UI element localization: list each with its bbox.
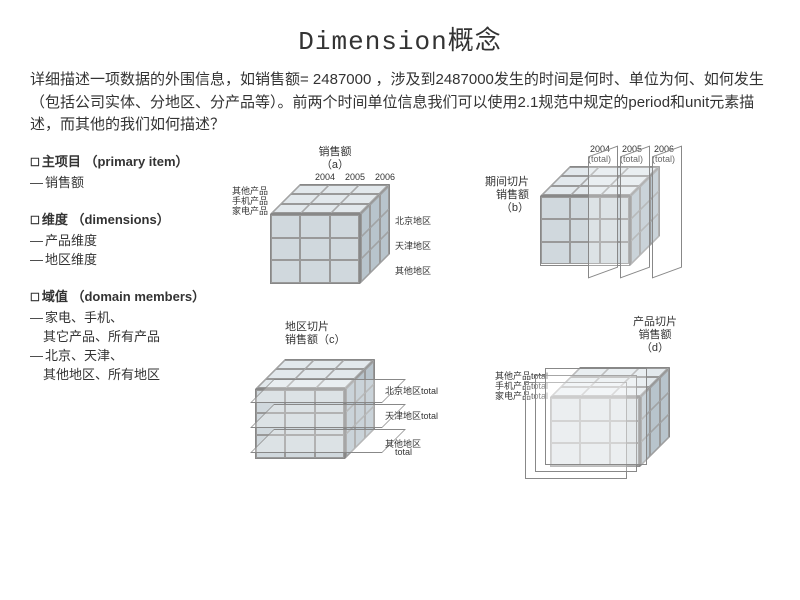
sidebar-item: 家电、手机、	[30, 307, 220, 326]
cube-d-title1: 产品切片	[633, 316, 677, 328]
slice-plane	[250, 379, 406, 403]
sidebar-item: 其他地区、所有地区	[30, 364, 220, 383]
slice-plane	[588, 145, 618, 278]
diagram-area: 销售额 （a） 2004 2005 2006 其他产品 手机产品 家电产品	[230, 151, 770, 401]
sidebar-heading: 主项目 （primary item）	[30, 151, 220, 170]
sidebar-item: 北京、天津、	[30, 345, 220, 364]
sidebar-item: 产品维度	[30, 230, 220, 249]
slice-plane	[652, 145, 682, 278]
sidebar-section-dimensions: 维度 （dimensions） 产品维度 地区维度	[30, 209, 220, 268]
cube-a-title2: （a）	[321, 159, 349, 171]
cube-d-title2: 销售额	[639, 329, 672, 341]
sidebar-heading: 维度 （dimensions）	[30, 209, 220, 228]
description-text: 详细描述一项数据的外围信息，如销售额= 2487000 ，涉及到2487000发…	[30, 69, 770, 137]
cube-a-top-label: 2006	[375, 172, 395, 182]
cube-b-title3: （b）	[501, 202, 529, 214]
main-content: 主项目 （primary item） 销售额 维度 （dimensions） 产…	[30, 151, 770, 401]
cube-b-title2: 销售额	[496, 189, 529, 201]
cube-c-side-label: 天津地区total	[385, 409, 438, 422]
slice-plane	[620, 145, 650, 278]
slice-plane	[250, 429, 406, 453]
slice-plane	[545, 368, 647, 465]
sidebar-item: 地区维度	[30, 249, 220, 268]
cube-c-side-label: 北京地区total	[385, 384, 438, 397]
sidebar-section-domain: 域值 （domain members） 家电、手机、 其它产品、所有产品 北京、…	[30, 286, 220, 383]
sidebar-section-primary: 主项目 （primary item） 销售额	[30, 151, 220, 191]
cube-a-side-label: 天津地区	[395, 239, 431, 252]
cube-a-side-label: 其他地区	[395, 264, 431, 277]
cube-a-title1: 销售额	[319, 146, 352, 158]
cube-a-side-label: 北京地区	[395, 214, 431, 227]
sidebar-item: 其它产品、所有产品	[30, 326, 220, 345]
cube-a-left-label: 家电产品	[232, 204, 268, 217]
cube-c-title1: 地区切片	[285, 321, 329, 333]
sidebar-item: 销售额	[30, 172, 220, 191]
cube-c: 地区切片 销售额（c） 北京地区total 天津地区total 其他地区	[255, 321, 415, 469]
cube-d-title3: （d）	[641, 342, 669, 354]
cube-c-side-label: total	[395, 447, 412, 457]
sidebar-heading: 域值 （domain members）	[30, 286, 220, 305]
page-title: Dimension概念	[30, 20, 770, 57]
cube-c-title2: 销售额（c）	[285, 334, 346, 346]
cube-d: 产品切片 销售额 （d） 其他产品total 手机产品total 家电产品tot…	[550, 316, 710, 478]
cube-a-top-label: 2005	[345, 172, 365, 182]
sidebar: 主项目 （primary item） 销售额 维度 （dimensions） 产…	[30, 151, 220, 401]
slice-plane	[250, 404, 406, 428]
cube-a-top-label: 2004	[315, 172, 335, 182]
cube-a: 销售额 （a） 2004 2005 2006 其他产品 手机产品 家电产品	[270, 146, 400, 284]
cube-b-title1: 期间切片	[485, 176, 529, 188]
cube-b: 期间切片 销售额 （b） 2004 2005 2006 (total) (tot…	[540, 156, 700, 276]
